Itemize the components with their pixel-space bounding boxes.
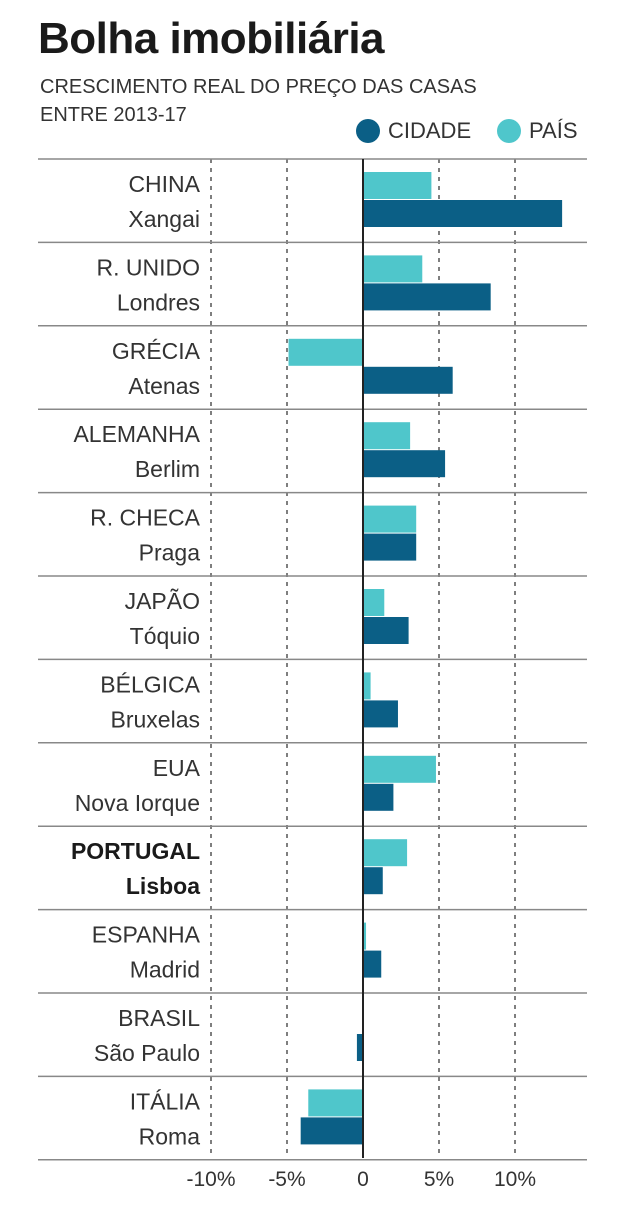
bar-cidade-Berlim bbox=[363, 450, 446, 478]
country-label: R. UNIDO bbox=[97, 254, 201, 280]
bar-cidade-São Paulo bbox=[356, 1034, 363, 1061]
chart-subtitle-line-1: CRESCIMENTO REAL DO PREÇO DAS CASAS bbox=[40, 76, 477, 98]
x-tick-label: 10% bbox=[494, 1168, 536, 1191]
country-label: R. CHECA bbox=[90, 505, 201, 531]
bar-cidade-Londres bbox=[363, 283, 491, 311]
city-label: Roma bbox=[139, 1123, 201, 1149]
country-label: EUA bbox=[153, 755, 201, 781]
chart-title: Bolha imobiliária bbox=[38, 14, 385, 63]
city-label: Lisboa bbox=[126, 873, 200, 899]
legend-label-cidade: CIDADE bbox=[388, 118, 472, 143]
legend-swatch-pais bbox=[497, 119, 521, 143]
bar-cidade-Roma bbox=[300, 1117, 363, 1145]
bar-cidade-Madrid bbox=[363, 950, 382, 978]
bar-pais-Xangai bbox=[363, 172, 432, 199]
bar-pais-Nova Iorque bbox=[363, 755, 436, 783]
bar-cidade-Lisboa bbox=[363, 867, 383, 895]
bar-cidade-Nova Iorque bbox=[363, 783, 394, 811]
bar-pais-Roma bbox=[308, 1089, 363, 1117]
bar-cidade-Bruxelas bbox=[363, 700, 398, 728]
bar-pais-Lisboa bbox=[363, 839, 408, 867]
city-label: Madrid bbox=[130, 957, 200, 983]
country-label: BÉLGICA bbox=[100, 671, 200, 697]
bar-cidade-Xangai bbox=[363, 200, 563, 227]
bar-cidade-Atenas bbox=[363, 366, 453, 394]
bar-pais-Berlim bbox=[363, 422, 411, 450]
country-label: JAPÃO bbox=[125, 588, 200, 614]
legend-item-cidade: CIDADE bbox=[356, 118, 471, 144]
legend-label-pais: PAÍS bbox=[529, 118, 578, 143]
city-label: Praga bbox=[139, 540, 201, 566]
city-label: Atenas bbox=[128, 373, 200, 399]
chart-subtitle-line-2: ENTRE 2013-17 bbox=[40, 104, 187, 126]
country-label: ALEMANHA bbox=[73, 421, 200, 447]
x-tick-label: 5% bbox=[424, 1168, 454, 1191]
bar-pais-Atenas bbox=[288, 338, 363, 366]
bar-pais-Bruxelas bbox=[363, 672, 371, 700]
city-label: Berlim bbox=[135, 456, 200, 482]
country-label: BRASIL bbox=[118, 1005, 200, 1031]
city-label: Tóquio bbox=[130, 623, 200, 649]
country-label: GRÉCIA bbox=[112, 338, 201, 364]
city-label: São Paulo bbox=[94, 1040, 200, 1066]
legend-item-pais: PAÍS bbox=[497, 118, 578, 144]
bar-pais-Tóquio bbox=[363, 589, 385, 616]
bar-pais-Madrid bbox=[363, 922, 367, 950]
city-label: Londres bbox=[117, 289, 200, 315]
x-tick-label: -10% bbox=[186, 1168, 235, 1191]
city-label: Xangai bbox=[128, 206, 200, 232]
x-tick-label: 0 bbox=[357, 1168, 369, 1191]
country-label: ESPANHA bbox=[92, 922, 201, 948]
country-label: PORTUGAL bbox=[71, 838, 200, 864]
bar-pais-Praga bbox=[363, 505, 417, 533]
city-label: Bruxelas bbox=[111, 706, 200, 732]
city-label: Nova Iorque bbox=[75, 790, 200, 816]
country-label: ITÁLIA bbox=[130, 1088, 201, 1114]
country-label: CHINA bbox=[128, 171, 200, 197]
bar-cidade-Praga bbox=[363, 533, 417, 561]
x-tick-label: -5% bbox=[268, 1168, 305, 1191]
legend-swatch-cidade bbox=[356, 119, 380, 143]
bar-pais-Londres bbox=[363, 255, 423, 283]
bar-cidade-Tóquio bbox=[363, 617, 409, 644]
